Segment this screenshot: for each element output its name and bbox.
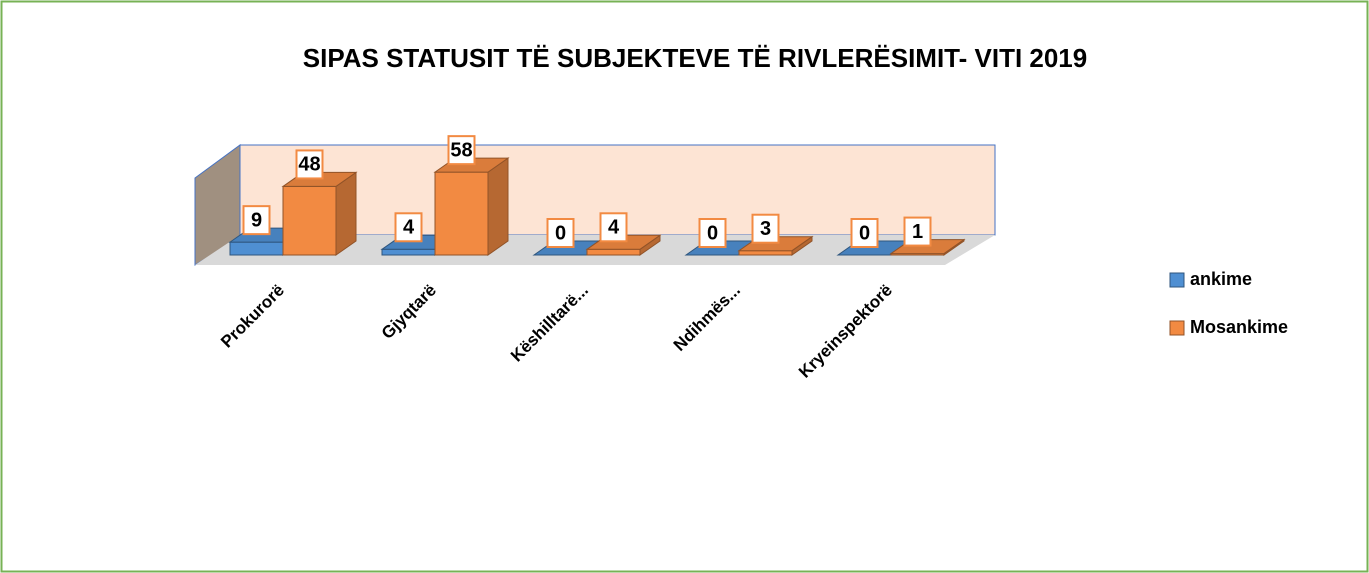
data-label-box: [751, 213, 780, 244]
data-label-box: [447, 135, 476, 166]
bar-side: [487, 157, 509, 256]
data-label: 3: [760, 218, 771, 240]
data-label-box: [546, 218, 575, 248]
data-label-box: [698, 218, 727, 248]
data-label-box: [242, 205, 271, 236]
chart-title: SIPAS STATUSIT TË SUBJEKTEVE TË RIVLERËS…: [303, 43, 1087, 73]
data-label-box: [903, 216, 932, 247]
bar: [282, 185, 337, 256]
data-label-box: [295, 149, 324, 180]
legend-swatch: [1169, 320, 1185, 336]
bar: [229, 241, 284, 256]
data-label: 48: [298, 154, 320, 176]
data-label-box: [394, 212, 423, 243]
legend-swatch: [1169, 272, 1185, 288]
data-label: 0: [859, 222, 870, 244]
data-label: 9: [251, 209, 262, 231]
data-label: 1: [912, 221, 923, 243]
data-label: 0: [707, 222, 718, 244]
data-label: 58: [450, 139, 472, 161]
bar: [434, 171, 489, 256]
bar: [586, 248, 641, 256]
bar: [738, 250, 793, 256]
data-label: 4: [403, 217, 415, 239]
data-label: 4: [608, 217, 620, 239]
data-label-box: [599, 212, 628, 243]
legend-label: Mosankime: [1190, 317, 1288, 337]
legend-label: ankime: [1190, 269, 1252, 289]
data-label-box: [850, 218, 879, 248]
bar: [381, 248, 436, 256]
data-label: 0: [555, 222, 566, 244]
